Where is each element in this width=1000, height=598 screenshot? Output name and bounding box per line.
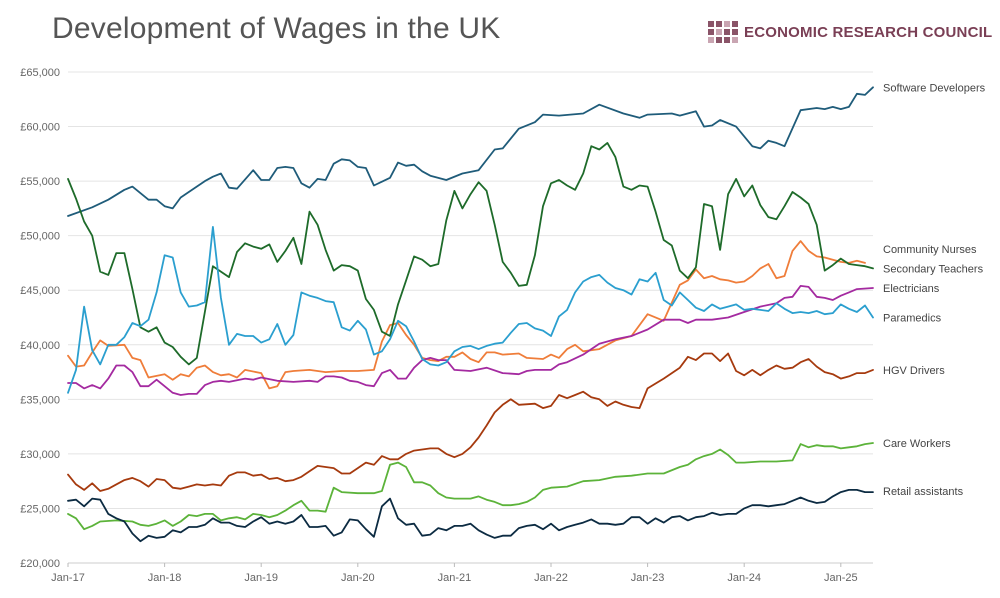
gridlines (68, 71, 873, 564)
series-line-care-workers (67, 442, 874, 531)
logo-mark-icon (708, 21, 738, 43)
series-line-hgv-drivers (67, 352, 874, 492)
series-line-electricians (67, 285, 874, 396)
x-tick-label: Jan-21 (438, 572, 472, 584)
y-tick-label: £35,000 (20, 394, 60, 406)
y-tick-label: £60,000 (20, 122, 60, 134)
series-label-community-nurses: Community Nurses (883, 244, 977, 256)
y-tick-label: £45,000 (20, 285, 60, 297)
series-labels: Software Developers Community Nurses Secon… (883, 82, 986, 498)
x-tick-label: Jan-22 (534, 572, 568, 584)
series-label-software-developers: Software Developers (883, 82, 986, 94)
x-tick-label: Jan-17 (51, 572, 85, 584)
series-label-secondary-teachers: Secondary Teachers (883, 263, 984, 275)
x-tick-label: Jan-25 (824, 572, 858, 584)
y-tick-label: £25,000 (20, 503, 60, 515)
y-tick-label: £20,000 (20, 558, 60, 570)
logo: ECONOMIC RESEARCH COUNCIL (708, 17, 992, 47)
x-tick-label: Jan-24 (727, 572, 761, 584)
series-line-retail-assistants (67, 489, 874, 543)
x-tick-label: Jan-19 (244, 572, 278, 584)
series-line-software-developers (67, 86, 874, 217)
y-tick-label: £40,000 (20, 340, 60, 352)
series-line-community-nurses (67, 240, 866, 390)
logo-text: ECONOMIC RESEARCH COUNCIL (744, 23, 993, 41)
series-label-hgv-drivers: HGV Drivers (883, 365, 945, 377)
series-line-secondary-teachers (67, 142, 874, 366)
y-tick-label: £55,000 (20, 176, 60, 188)
y-tick-label: £65,000 (20, 67, 60, 79)
y-tick-label: £50,000 (20, 231, 60, 243)
series-label-care-workers: Care Workers (883, 438, 951, 450)
x-tick-label: Jan-23 (631, 572, 665, 584)
x-axis: Jan-17 Jan-18 Jan-19 Jan-20 Jan-21 Jan-22 Jan-… (51, 563, 858, 584)
series-lines (67, 86, 874, 543)
y-axis: £20,000 £25,000 £30,000 £35,000 £40,000 £45,0… (20, 67, 60, 570)
x-tick-label: Jan-18 (148, 572, 182, 584)
series-line-paramedics (67, 226, 874, 394)
series-label-retail-assistants: Retail assistants (883, 486, 964, 498)
series-label-paramedics: Paramedics (883, 313, 942, 325)
y-tick-label: £30,000 (20, 449, 60, 461)
chart-title: Development of Wages in the UK (52, 12, 501, 45)
x-tick-label: Jan-20 (341, 572, 375, 584)
series-label-electricians: Electricians (883, 283, 940, 295)
